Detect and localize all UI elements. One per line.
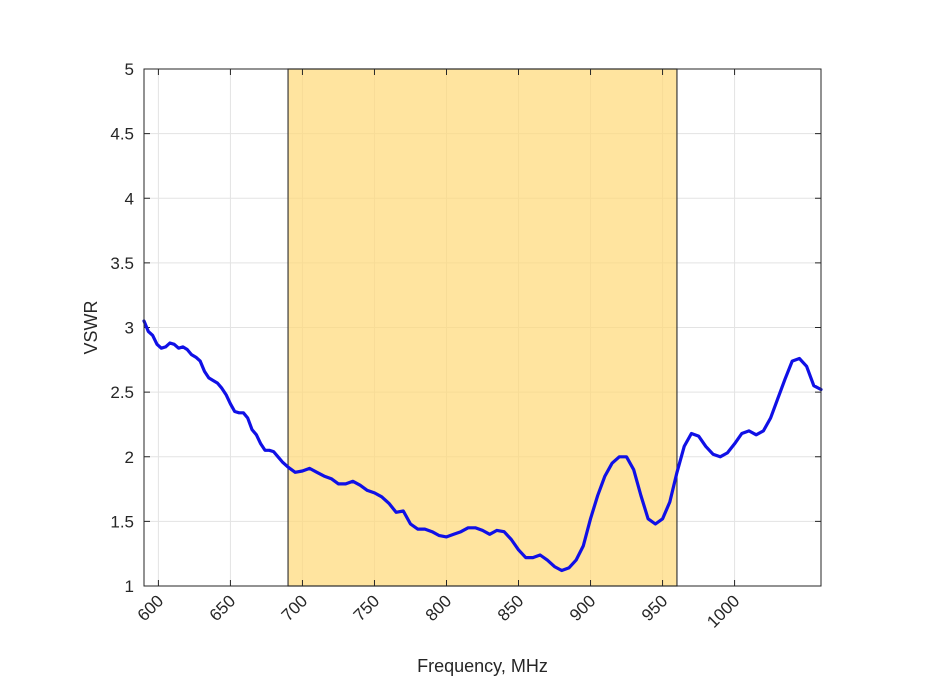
- y-tick-label: 2.5: [110, 383, 134, 402]
- y-tick-label: 3: [125, 319, 134, 338]
- y-tick-label: 2: [125, 448, 134, 467]
- y-axis-label: VSWR: [81, 300, 101, 354]
- y-tick-label: 4.5: [110, 125, 134, 144]
- y-tick-label: 5: [125, 60, 134, 79]
- y-tick-label: 1.5: [110, 512, 134, 531]
- axes-box: [143, 68, 822, 587]
- y-tick-label: 4: [125, 189, 134, 208]
- vswr-series-line: [142, 319, 823, 573]
- highlight-band: [287, 68, 678, 587]
- y-tick-label: 1: [125, 577, 134, 596]
- y-tick-label: 3.5: [110, 254, 134, 273]
- y-tick-labels: 1 1.5 2 2.5 3 3.5 4 4.5 5: [110, 60, 134, 596]
- x-axis-label: Frequency, MHz: [417, 656, 548, 676]
